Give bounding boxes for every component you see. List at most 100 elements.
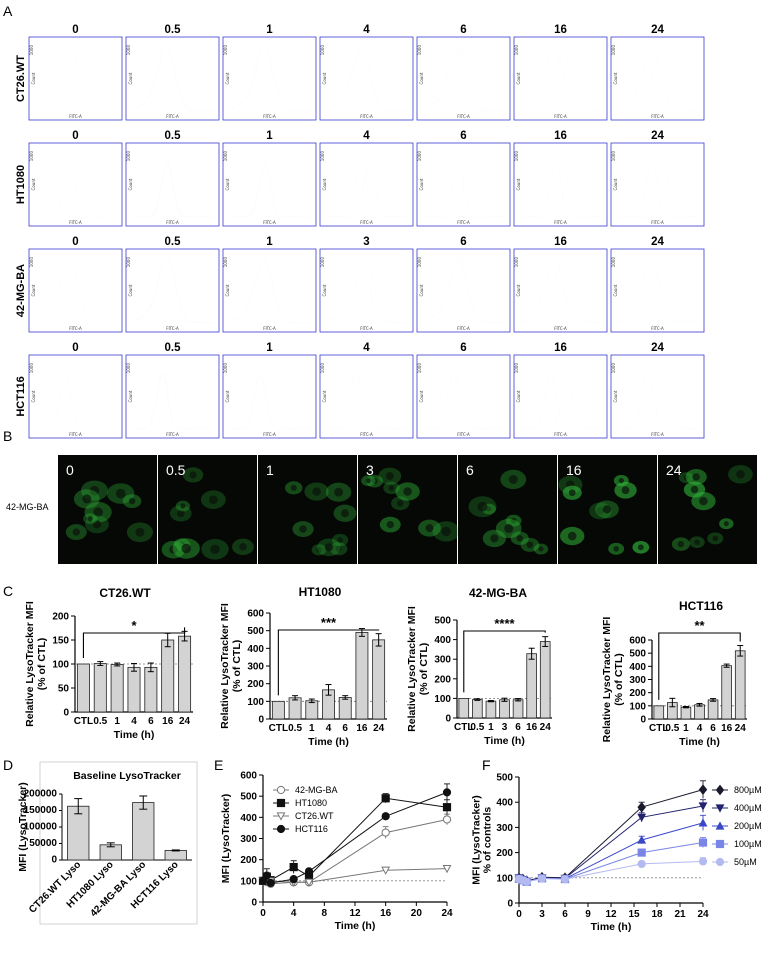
x-tick-label: 3: [502, 722, 508, 733]
histogram-frame: [222, 36, 317, 121]
cell-nucleus: [403, 487, 412, 496]
histogram-ymax: 1000: [29, 363, 34, 374]
bar: [288, 697, 302, 720]
histogram-frame: [513, 354, 608, 439]
legend-label: HCT116: [295, 824, 328, 834]
histogram-frame: [125, 142, 220, 227]
axis-title: Relative LysoTracker MFI(% of CTL): [219, 603, 243, 729]
y-axis-title: MFI (LysoTracker): [17, 782, 29, 871]
cell-nucleus: [504, 523, 514, 534]
histogram-xlabel: FITC-A: [166, 114, 179, 119]
histogram-xlabel: FITC-A: [457, 432, 470, 437]
cell-nucleus: [87, 516, 93, 522]
chart-title: Baseline LysoTracker: [73, 770, 181, 782]
cell-nucleus: [239, 543, 247, 551]
x-tick-label: 24: [697, 909, 709, 920]
histogram-ymax: 1000: [417, 45, 422, 56]
histogram-ymax: 1000: [611, 363, 616, 374]
y-tick-label: 150000: [24, 805, 58, 816]
histogram-frame: [125, 248, 220, 333]
histogram-ylabel: Count: [322, 284, 327, 296]
cell-nucleus: [371, 478, 378, 485]
cell-nucleus: [209, 495, 218, 505]
histogram-frame: [28, 142, 123, 227]
microscopy-timepoint-label: 16: [566, 462, 582, 478]
y-tick-label: 150: [52, 636, 69, 647]
histogram-timepoint-label: 1: [266, 130, 273, 142]
data-point: [276, 812, 286, 821]
histogram-control-curve: [425, 45, 504, 111]
histogram-ylabel: Count: [516, 72, 521, 84]
panel-label-f: F: [482, 757, 491, 773]
y-tick-label: 500: [247, 626, 264, 637]
histogram-timepoint-label: 1: [266, 24, 273, 36]
data-point: [537, 874, 547, 883]
histogram-treated-curve: [134, 374, 213, 429]
cell-nucleus: [567, 531, 577, 541]
histogram-ylabel: Count: [419, 72, 424, 84]
data-point: [715, 839, 725, 849]
cell-nucleus: [316, 547, 322, 553]
axis-title-line: Relative LysoTracker MFI: [406, 606, 418, 732]
legend-label: 200µM: [734, 821, 762, 831]
histogram-xlabel: FITC-A: [69, 114, 82, 119]
bar: [653, 705, 665, 720]
x-tick-label: 1: [309, 723, 315, 734]
histogram-control-curve: [425, 161, 504, 217]
bar: [721, 665, 732, 720]
histogram-control-curve: [425, 373, 504, 429]
histogram-xlabel: FITC-A: [166, 432, 179, 437]
histogram-plot: [328, 45, 407, 111]
histogram-control-curve: [231, 163, 310, 217]
histogram-timepoint-label: 4: [363, 342, 370, 354]
x-tick-label: 12: [605, 909, 617, 920]
histogram-control-curve: [134, 258, 213, 323]
histogram-ymax: 1000: [514, 45, 519, 56]
histogram-frame: [513, 142, 608, 227]
histogram-plot: [425, 257, 504, 323]
y-tick-label: 200: [496, 848, 513, 859]
histogram-ylabel: Count: [613, 390, 618, 402]
histogram-ylabel: Count: [225, 72, 230, 84]
histogram-ylabel: Count: [322, 390, 327, 402]
cell-nucleus: [736, 470, 745, 479]
y-tick-label: 0: [507, 899, 513, 910]
histogram-ymax: 1000: [417, 151, 422, 162]
histogram-xlabel: FITC-A: [554, 432, 567, 437]
x-tick-label: 24: [735, 723, 747, 734]
histogram-timepoint-label: 6: [460, 236, 466, 248]
histogram-ymax: 1000: [611, 151, 616, 162]
cell-nucleus: [92, 520, 102, 529]
bar: [110, 664, 124, 713]
data-point: [637, 813, 647, 822]
histogram-control-curve: [37, 44, 116, 111]
histogram-frame: [28, 36, 123, 121]
x-axis-title: Time (h): [484, 735, 525, 747]
histogram-treated-curve: [619, 175, 698, 217]
cell-nucleus: [89, 485, 100, 496]
histogram-timepoint-label: 6: [460, 342, 466, 354]
series-line: [518, 822, 704, 883]
y-tick-label: 100000: [24, 822, 58, 833]
x-tick-label: 8: [322, 908, 328, 919]
microscopy-timepoint-label: 24: [666, 462, 682, 478]
histogram-ymax: 1000: [29, 45, 34, 56]
y-tick-label: 200: [52, 612, 69, 623]
histogram-xlabel: FITC-A: [166, 220, 179, 225]
histogram-plot: [522, 45, 601, 111]
bar: [472, 699, 483, 719]
histogram-xlabel: FITC-A: [554, 114, 567, 119]
y-tick-label: 300: [240, 834, 257, 845]
axis-title-line: (% of CTL): [231, 640, 243, 693]
data-point: [381, 828, 390, 837]
y-tick-label: 50: [58, 684, 70, 695]
bar: [458, 698, 470, 719]
legend-label: 400µM: [734, 803, 762, 813]
x-tick-label: 1: [683, 723, 689, 734]
y-tick-label: 0: [51, 855, 57, 866]
bar: [305, 700, 319, 720]
bar: [707, 699, 719, 720]
histogram-ylabel: Count: [31, 284, 36, 296]
histogram-ylabel: Count: [31, 72, 36, 84]
